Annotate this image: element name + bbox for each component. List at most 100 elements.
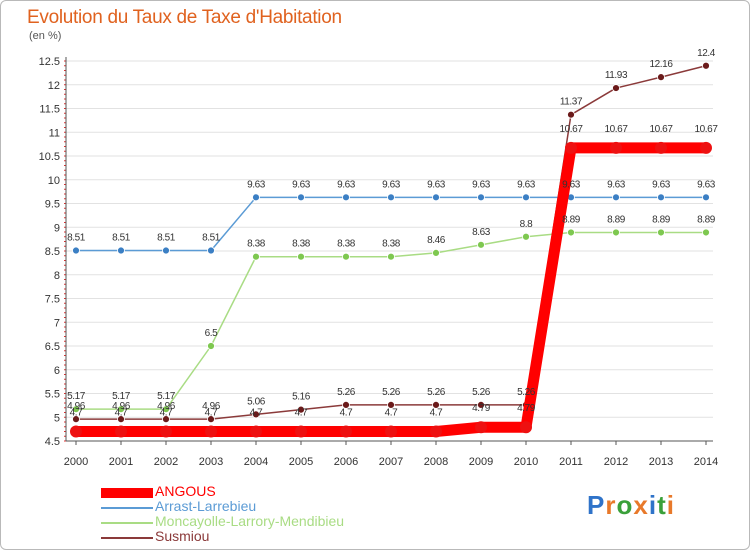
data-label: 8.38 <box>292 239 311 250</box>
logo-letter: i <box>666 490 675 520</box>
y-minor-tick <box>64 60 66 62</box>
data-label: 8.89 <box>562 214 581 225</box>
data-label: 5.16 <box>292 392 311 403</box>
x-tick-label: 2014 <box>694 456 718 468</box>
data-point <box>520 421 532 434</box>
y-minor-tick <box>64 388 66 390</box>
logo-letter: x <box>633 490 649 520</box>
data-point <box>72 415 80 424</box>
series-susmiou <box>72 61 710 424</box>
data-label: 9.63 <box>427 179 446 190</box>
data-label: 4.7 <box>115 408 129 419</box>
data-label: 5.26 <box>517 387 536 398</box>
x-tick-label: 2008 <box>424 456 448 468</box>
data-point <box>610 141 622 154</box>
data-point <box>72 405 80 414</box>
y-minor-tick <box>64 260 66 261</box>
legend-label: Susmiou <box>155 528 210 544</box>
data-point <box>567 228 575 237</box>
x-tick-label: 2003 <box>199 456 223 468</box>
y-minor-tick <box>64 207 66 209</box>
data-label: 4.96 <box>112 401 131 412</box>
data-point <box>252 410 260 419</box>
x-tick-label: 2013 <box>649 456 673 468</box>
data-point <box>117 246 125 255</box>
data-point <box>297 193 305 202</box>
y-minor-tick <box>64 355 66 356</box>
y-minor-tick <box>64 274 66 276</box>
data-point <box>340 425 352 438</box>
data-label: 4.7 <box>160 408 174 419</box>
logo-letter: i <box>648 490 658 520</box>
data-label: 4.7 <box>70 408 84 419</box>
y-minor-tick <box>64 226 66 228</box>
data-point <box>117 415 125 424</box>
series-arrast-larrebieu <box>72 193 710 255</box>
y-minor-tick <box>64 383 66 385</box>
data-label: 4.79 <box>517 403 536 414</box>
data-label: 5.17 <box>67 391 86 402</box>
data-label: 5.06 <box>247 396 266 407</box>
data-point <box>385 425 397 438</box>
data-label: 9.63 <box>652 179 671 190</box>
y-minor-tick <box>64 79 66 81</box>
x-tick-label: 2000 <box>64 456 88 468</box>
y-minor-tick <box>64 421 66 423</box>
y-minor-tick <box>64 359 66 361</box>
y-minor-tick <box>64 250 66 252</box>
y-minor-tick <box>64 103 66 105</box>
x-tick-label: 2005 <box>289 456 313 468</box>
y-tick-label: 5 <box>54 412 60 424</box>
y-minor-tick <box>64 217 66 219</box>
data-label: 5.26 <box>472 387 491 398</box>
y-minor-tick <box>64 321 66 323</box>
data-point <box>207 246 215 255</box>
data-label: 8.89 <box>697 214 716 225</box>
y-minor-tick <box>64 108 66 109</box>
data-point <box>115 425 127 438</box>
y-tick-label: 4.5 <box>45 436 60 448</box>
data-label: 9.63 <box>562 179 581 190</box>
legend-label: Arrast-Larrebieu <box>155 498 257 514</box>
data-point <box>117 405 125 414</box>
y-minor-tick <box>64 288 66 290</box>
y-tick-label: 7.5 <box>45 294 60 306</box>
data-point <box>612 84 620 92</box>
data-label: 4.96 <box>157 401 176 412</box>
data-point <box>655 141 667 154</box>
legend-label: Moncayolle-Larrory-Mendibieu <box>155 513 345 529</box>
y-minor-tick <box>64 165 66 166</box>
y-tick-label: 12.5 <box>39 56 60 68</box>
data-point <box>252 252 260 261</box>
data-label: 11.37 <box>560 97 583 108</box>
y-minor-tick <box>64 93 66 95</box>
y-minor-tick <box>64 317 66 318</box>
data-label: 6.5 <box>205 328 219 339</box>
y-minor-tick <box>64 369 66 371</box>
data-point <box>297 405 305 414</box>
y-minor-tick <box>64 203 66 204</box>
data-label: 8.51 <box>67 233 86 244</box>
legend-swatch <box>101 507 153 509</box>
data-label: 5.17 <box>157 391 176 402</box>
data-point <box>657 73 665 82</box>
data-point <box>342 193 350 202</box>
data-point <box>207 342 215 350</box>
y-minor-tick <box>64 345 66 347</box>
y-minor-tick <box>64 431 66 432</box>
x-tick-label: 2002 <box>154 456 178 468</box>
data-point <box>702 193 710 202</box>
y-minor-tick <box>64 122 66 124</box>
data-point <box>567 110 575 119</box>
data-label: 9.63 <box>337 179 356 190</box>
y-minor-tick <box>64 222 66 223</box>
x-tick-label: 2007 <box>379 456 403 468</box>
data-point <box>657 228 665 237</box>
y-minor-tick <box>64 402 66 404</box>
y-minor-tick <box>64 302 66 304</box>
y-minor-tick <box>64 179 66 181</box>
x-tick-label: 2010 <box>514 456 538 468</box>
y-tick-label: 10 <box>48 175 60 187</box>
data-point <box>252 193 260 202</box>
